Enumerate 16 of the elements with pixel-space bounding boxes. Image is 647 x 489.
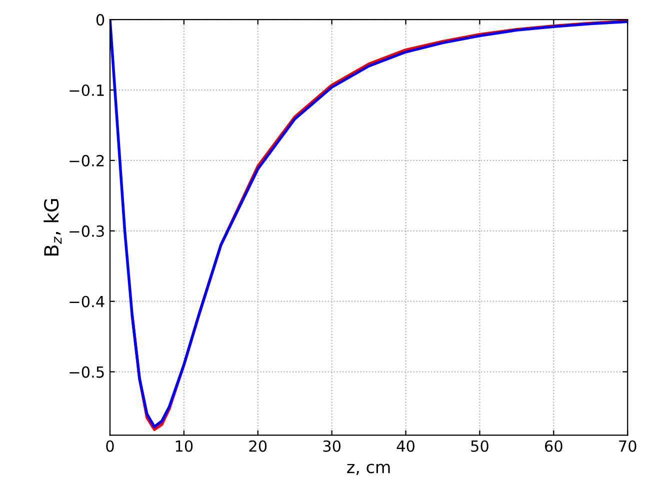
x-axis-title: z, cm [347, 464, 390, 476]
y-tick-label: −0.4 [70, 296, 104, 308]
y-tick-label: −0.5 [70, 366, 104, 378]
x-tick-label: 20 [249, 440, 267, 452]
x-tick-label: 30 [323, 440, 341, 452]
x-tick-label: 10 [176, 440, 193, 452]
x-tick-label: 40 [396, 440, 414, 452]
x-tick-label: 50 [471, 440, 488, 452]
y-tick-label: −0.3 [70, 225, 104, 237]
y-axis-title: B$_{z}$, kG [44, 199, 62, 256]
y-tick-label: 0 [96, 14, 104, 26]
x-tick-label: 0 [106, 440, 114, 452]
y-tick-label: −0.2 [70, 154, 104, 166]
y-tick-label: −0.1 [70, 84, 104, 96]
x-tick-label: 60 [544, 440, 562, 452]
x-tick-label: 70 [619, 440, 636, 452]
